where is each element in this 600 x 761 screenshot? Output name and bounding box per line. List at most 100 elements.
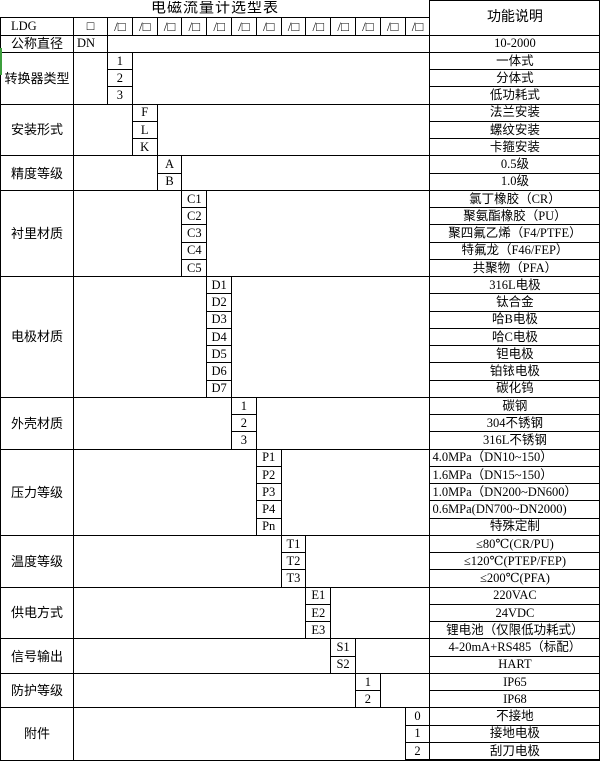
desc-cell: ≤120℃(PTEP/FEP) — [429, 551, 600, 571]
desc-cell: 接地电极 — [429, 724, 600, 743]
code-cell: E3 — [305, 620, 332, 640]
model-slot: /□ — [206, 17, 232, 36]
desc-cell: 316L电极 — [429, 275, 600, 295]
desc-cell: 法兰安装 — [429, 103, 600, 122]
desc-cell: 0.6MPa(DN700~DN2000) — [429, 500, 600, 519]
page-title: 电磁流量计选型表 — [0, 0, 431, 19]
desc-cell: 一体式 — [429, 51, 600, 71]
desc-cell: 316L不锈钢 — [429, 431, 600, 450]
spacer-cell — [330, 586, 431, 640]
code-cell: D7 — [206, 379, 232, 398]
desc-cell: 聚氨酯橡胶（PU） — [429, 206, 600, 226]
model-slot: /□ — [404, 17, 431, 36]
table-row: C4 特氟龙（F46/FEP） — [1, 241, 600, 260]
desc-cell: 1.0MPa（DN200~DN600） — [429, 482, 600, 502]
code-cell: D4 — [206, 327, 232, 347]
code-cell: C1 — [181, 189, 208, 209]
table-row: 压力等级 P1 4.0MPa（DN10~150） — [0, 448, 600, 536]
table-row: 安装形式 F 法兰安装 — [0, 103, 600, 157]
code-cell: S1 — [330, 638, 356, 657]
spacer-cell — [181, 155, 431, 191]
desc-cell: 低功耗式 — [429, 86, 600, 105]
spacer-cell — [73, 396, 232, 450]
desc-cell: IP68 — [429, 689, 600, 709]
category-label: 电极材质 — [0, 276, 74, 398]
spacer-cell — [156, 103, 431, 157]
code-cell: D3 — [206, 310, 232, 329]
code-cell: F — [131, 103, 158, 122]
category-label: 安装形式 — [0, 103, 74, 157]
desc-cell: 特氟龙（F46/FEP） — [429, 241, 600, 260]
model-slot: /□ — [181, 17, 208, 36]
desc-cell: 铂铱电极 — [429, 362, 600, 381]
category-label: 信号输出 — [0, 638, 74, 674]
desc-cell: 220VAC — [429, 586, 600, 605]
code-cell: 2 — [230, 413, 257, 433]
spacer-cell — [73, 672, 356, 709]
table-row: 信号输出 S1 4-20mA+RS485（标配） — [0, 638, 600, 674]
desc-cell: 碳钢 — [429, 396, 600, 416]
code-cell: D2 — [206, 293, 232, 312]
spacer-cell — [73, 51, 108, 105]
spacer-cell — [72, 586, 307, 640]
code-cell: D6 — [206, 362, 232, 381]
code-cell: DN — [73, 34, 108, 53]
table-row: D7 碳化钨 — [1, 379, 600, 398]
spacer-cell — [72, 189, 183, 278]
desc-cell: 1.0级 — [429, 172, 600, 191]
table-row: 2 304不锈钢 — [1, 413, 600, 433]
category-label: 外壳材质 — [0, 396, 74, 450]
desc-cell: 锂电池（仅限低功耗式） — [429, 620, 600, 640]
model-slot: /□ — [156, 17, 183, 36]
spacer-cell — [106, 34, 431, 53]
table-row: 3 低功耗式 — [1, 86, 600, 105]
code-cell: T1 — [280, 534, 307, 554]
table-row: 附件 0 不接地 — [0, 707, 600, 761]
desc-cell: 卡箍安装 — [429, 137, 600, 157]
code-cell: D5 — [206, 344, 232, 364]
model-prefix: LDG — [0, 17, 74, 36]
desc-cell: 4-20mA+RS485（标配） — [429, 638, 600, 657]
desc-cell: 0.5级 — [429, 155, 600, 174]
code-cell: Pn — [255, 517, 282, 536]
table-row: E3 锂电池（仅限低功耗式） — [1, 620, 600, 640]
desc-cell: 聚四氟乙烯（F4/PTFE） — [429, 224, 600, 243]
code-cell: 2 — [354, 689, 381, 709]
spacer-cell — [73, 534, 282, 588]
desc-cell: 氯丁橡胶（CR） — [429, 189, 600, 209]
table-row: 防护等级 1 IP65 — [0, 672, 600, 709]
desc-cell: 钛合金 — [429, 293, 600, 312]
scan-artifact-green — [0, 48, 2, 75]
spacer-cell — [354, 638, 431, 674]
code-cell: P2 — [255, 465, 282, 485]
code-cell: 1 — [107, 51, 133, 71]
code-cell: 2 — [404, 741, 431, 761]
table-row: P4 0.6MPa(DN700~DN2000) — [1, 500, 600, 519]
code-cell: L — [131, 120, 158, 140]
category-label: 温度等级 — [0, 534, 74, 588]
spacer-cell — [305, 534, 431, 588]
desc-cell: HART — [429, 655, 600, 674]
category-label: 供电方式 — [0, 586, 74, 640]
desc-cell: 螺纹安装 — [429, 120, 600, 140]
code-cell: 3 — [230, 431, 257, 450]
header-row: 电磁流量计选型表 功能说明 — [0, 0, 600, 36]
code-cell: D1 — [206, 275, 232, 295]
spacer-cell — [73, 103, 133, 157]
table-row: 外壳材质 1 碳钢 — [0, 396, 600, 450]
desc-cell: 特殊定制 — [429, 517, 600, 536]
spacer-cell — [280, 448, 431, 536]
spacer-cell — [73, 155, 158, 191]
model-slot: /□ — [255, 17, 282, 36]
table-row: 转换器类型 1 一体式 — [0, 51, 600, 105]
table-row: 电极材质 D1 316L电极 — [0, 275, 600, 398]
code-cell: C3 — [181, 224, 208, 243]
desc-cell: 304不锈钢 — [429, 413, 600, 433]
category-label: 衬里材质 — [0, 189, 74, 278]
desc-cell: 哈B电极 — [429, 310, 600, 329]
code-cell: 1 — [354, 672, 381, 692]
table-row: D6 铂铱电极 — [1, 362, 600, 381]
code-cell: A — [156, 155, 183, 174]
code-cell: 1 — [404, 724, 431, 743]
code-cell: E2 — [305, 603, 332, 623]
